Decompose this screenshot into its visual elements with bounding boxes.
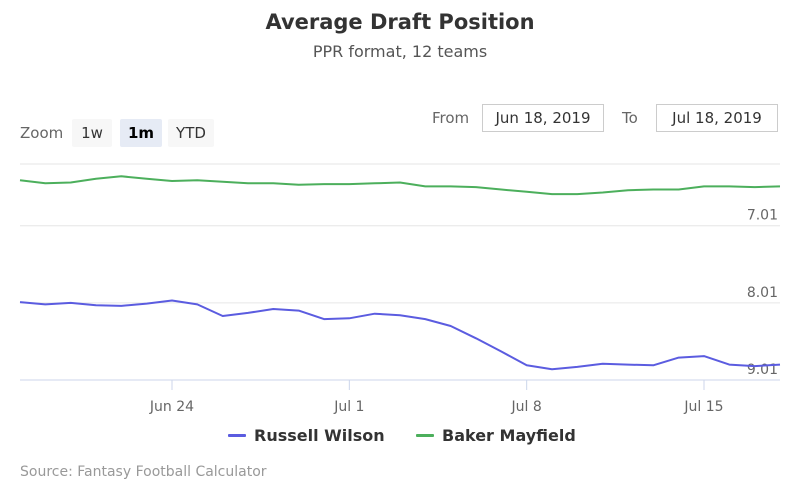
legend-swatch	[416, 434, 434, 437]
zoom-label: Zoom	[20, 124, 64, 142]
zoom-1w-button[interactable]: 1w	[72, 119, 112, 147]
source-credit: Source: Fantasy Football Calculator	[20, 464, 267, 480]
x-tick-label: Jul 8	[511, 399, 542, 415]
legend-label: Russell Wilson	[254, 426, 385, 445]
legend-label: Baker Mayfield	[442, 426, 576, 445]
y-tick-label: 8.01	[747, 285, 778, 301]
chart-subtitle: PPR format, 12 teams	[312, 42, 488, 61]
x-tick-label: Jun 24	[149, 399, 194, 415]
legend-item-baker-mayfield[interactable]: Baker Mayfield	[416, 426, 576, 445]
zoom-1m-button[interactable]: 1m	[120, 119, 162, 147]
from-date-input[interactable]: Jun 18, 2019	[482, 104, 604, 132]
legend-item-russell-wilson[interactable]: Russell Wilson	[228, 426, 385, 445]
gridlines	[20, 163, 780, 381]
x-tick-label: Jul 15	[683, 399, 723, 415]
to-label: To	[622, 109, 638, 127]
chart-title: Average Draft Position	[265, 10, 535, 34]
to-date-input[interactable]: Jul 18, 2019	[656, 104, 778, 132]
y-tick-label: 7.01	[747, 208, 778, 224]
series-lines	[19, 175, 781, 371]
x-axis: Jun 24 Jul 1 Jul 8 Jul 15	[149, 380, 724, 415]
series-line-baker-mayfield[interactable]	[19, 175, 781, 196]
x-tick-label: Jul 1	[333, 399, 364, 415]
zoom-ytd-button[interactable]: YTD	[168, 119, 214, 147]
from-label: From	[432, 109, 470, 127]
legend-swatch	[228, 434, 246, 437]
series-line-russell-wilson[interactable]	[19, 299, 781, 371]
y-axis-labels: 7.018.019.01	[747, 208, 778, 378]
